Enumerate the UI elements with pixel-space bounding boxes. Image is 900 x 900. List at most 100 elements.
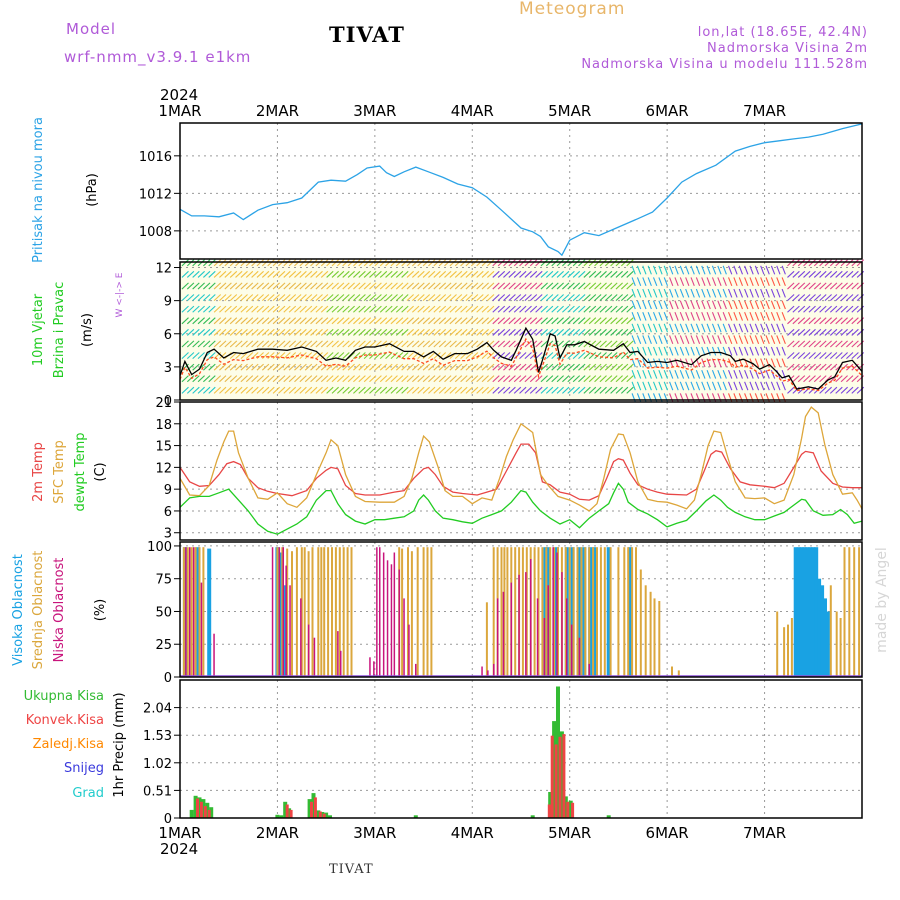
wind-barb	[229, 259, 238, 267]
wind-barb	[631, 300, 636, 310]
wind-barb	[679, 288, 685, 298]
high-cloud-bar	[802, 547, 807, 677]
wind-barb	[390, 282, 398, 290]
wind-barb	[765, 312, 770, 321]
wind-barb	[728, 312, 733, 321]
wind-barb	[460, 270, 468, 278]
wind-barb	[556, 294, 564, 302]
wind-barb	[813, 352, 822, 360]
low-cloud-bar	[192, 547, 195, 677]
wind-barb	[363, 328, 372, 336]
wind-barb	[267, 259, 275, 267]
wind-barb	[797, 305, 806, 313]
wind-barb	[615, 294, 623, 302]
low-cloud-bar	[543, 618, 546, 677]
wind-barb	[331, 259, 339, 267]
wind-barb	[304, 317, 313, 325]
low-cloud-bar	[502, 591, 505, 677]
wind-barb	[229, 328, 238, 336]
wind-barb	[738, 346, 744, 356]
wind-barb	[567, 340, 575, 348]
wind-barb	[245, 340, 254, 348]
wind-barb	[701, 358, 706, 368]
wind-barb	[203, 328, 211, 336]
wind-barb	[610, 375, 618, 383]
wind-barb	[444, 270, 452, 278]
wind-barb	[829, 363, 838, 371]
wind-barb	[754, 288, 760, 298]
wind-barb	[519, 282, 527, 290]
convective-precip-bar	[207, 809, 211, 818]
wind-barb	[535, 294, 543, 302]
wind-barb	[470, 340, 479, 348]
wind-barb	[342, 317, 350, 325]
wind-barb	[192, 270, 200, 278]
wind-barb	[604, 282, 613, 290]
wind-barb	[449, 270, 457, 278]
low-cloud-bar	[289, 585, 291, 677]
wind-barb	[395, 352, 404, 360]
wind-barb	[492, 317, 500, 325]
wind-barb	[685, 335, 690, 344]
mid-cloud-bar	[533, 547, 536, 677]
wind-barb	[395, 363, 404, 371]
wind-barb	[711, 323, 717, 333]
wind-barb	[567, 317, 575, 325]
wind-barb	[428, 259, 436, 267]
wind-barb	[658, 277, 663, 286]
wind-barb	[722, 265, 727, 275]
wind-barb	[470, 375, 479, 383]
wind-barb	[251, 259, 259, 267]
wind-barb	[219, 305, 227, 313]
wind-barb	[229, 352, 238, 360]
wind-barb	[620, 328, 629, 336]
pressure-label: Pritisak na nivou mora	[31, 117, 46, 263]
wind-barb	[369, 352, 377, 360]
meteogram-title: Meteogram	[519, 0, 626, 19]
wind-barb	[192, 363, 200, 371]
wind-barb	[604, 259, 613, 267]
wind-barb	[594, 259, 602, 267]
wind-barb	[411, 305, 420, 313]
wind-barb	[219, 340, 227, 348]
wind-barb	[813, 282, 822, 290]
wind-barb	[417, 294, 425, 302]
mid-cloud-bar	[342, 547, 345, 677]
wind-barb	[787, 386, 795, 394]
wind-barb	[829, 305, 838, 313]
y-tick-label: 100	[147, 540, 172, 555]
wind-barb	[540, 328, 548, 336]
wind-barb	[556, 317, 564, 325]
mid-cloud-bar	[492, 547, 495, 677]
mid-cloud-bar	[549, 547, 552, 677]
wind-barb	[529, 328, 538, 336]
wind-barb	[578, 270, 586, 278]
wind-barb	[299, 375, 307, 383]
wind-barb	[770, 323, 776, 333]
wind-barb	[363, 270, 372, 278]
wind-barb	[594, 317, 602, 325]
wind-barb	[803, 352, 811, 360]
wind-barb	[599, 375, 607, 383]
wind-barb	[835, 375, 843, 383]
wind-barb	[652, 312, 658, 321]
total-precip-bar	[189, 809, 194, 818]
wind-barb	[422, 305, 431, 313]
wind-barb	[390, 305, 398, 313]
wind-barb	[267, 270, 275, 278]
y-tick-label: 1.53	[143, 729, 172, 744]
wind-barb	[636, 277, 642, 287]
wind-barb	[594, 363, 602, 371]
wind-barb	[224, 363, 232, 371]
pressure-unit: (hPa)	[85, 173, 100, 207]
wind-barb	[476, 294, 484, 302]
wind-barb	[631, 265, 636, 275]
wind-barb	[722, 288, 727, 298]
wind-barb	[197, 375, 205, 383]
wind-barb	[781, 335, 786, 345]
wind-barb	[438, 294, 447, 302]
wind-barb	[787, 294, 795, 302]
wind-barb	[503, 375, 511, 383]
mid-cloud-bar	[776, 611, 779, 677]
mid-cloud-bar	[783, 627, 786, 677]
